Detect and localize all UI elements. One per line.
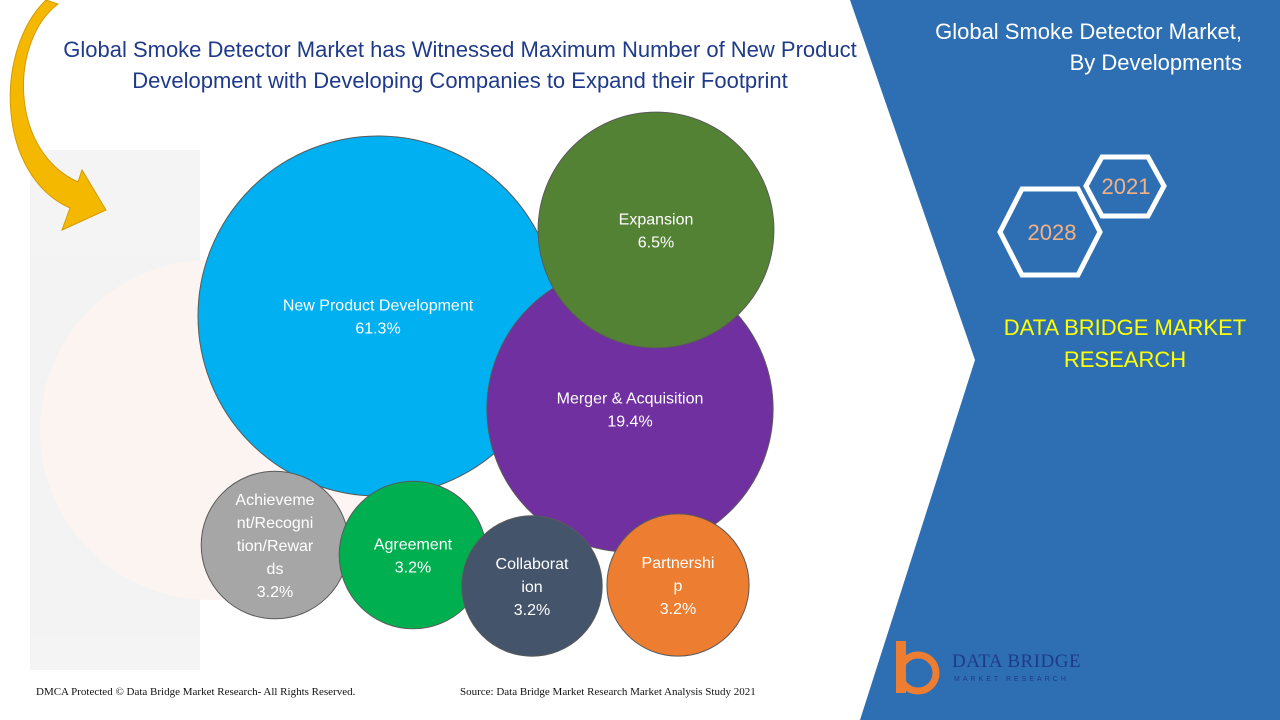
bubble-expansion <box>537 111 775 349</box>
bubble-chart: New Product Development 61.3% Merger & Acq… <box>197 111 775 657</box>
bubble-label-achievement-recognition-rewards: ds <box>267 561 284 578</box>
bubble-label-collaboration: Collaborat <box>496 556 569 573</box>
curved-arrow-icon <box>9 0 107 231</box>
source-note: Source: Data Bridge Market Research Mark… <box>460 686 756 698</box>
bubble-value-collaboration: 3.2% <box>514 602 550 619</box>
bubble-label-achievement-recognition-rewards: nt/Recogni <box>237 515 314 532</box>
bubble-value-partnership: 3.2% <box>660 601 696 618</box>
logo-name: DATA BRIDGE <box>952 651 1082 672</box>
chart-title: Global Smoke Detector Market has Witness… <box>63 37 857 93</box>
side-panel-title: Global Smoke Detector Market, By Develop… <box>862 16 1242 78</box>
logo-tagline: MARKET RESEARCH <box>954 676 1069 683</box>
bubble-label-agreement: Agreement <box>374 537 453 554</box>
side-panel-title-line1: Global Smoke Detector Market, <box>935 19 1242 44</box>
bubble-label-partnership: Partnershi <box>642 555 715 572</box>
bubble-value-expansion: 6.5% <box>638 235 674 252</box>
bubble-label-achievement-recognition-rewards: tion/Rewar <box>237 538 314 555</box>
side-panel-background <box>850 0 1280 720</box>
bubble-label-achievement-recognition-rewards: Achieveme <box>235 492 314 509</box>
brand-name: DATA BRIDGE MARKET RESEARCH <box>975 312 1275 376</box>
bubble-value-new-product-development: 61.3% <box>355 321 400 338</box>
side-panel-title-line2: By Developments <box>1069 50 1242 75</box>
bubble-label-collaboration: ion <box>521 579 542 596</box>
bubble-label-new-product-development: New Product Development <box>283 298 474 315</box>
brand-name-line1: DATA BRIDGE MARKET <box>1003 315 1247 340</box>
copyright-notice: DMCA Protected © Data Bridge Market Rese… <box>36 686 356 698</box>
bubble-label-partnership: p <box>674 578 683 595</box>
bubble-label-merger-acquisition: Merger & Acquisition <box>557 391 704 408</box>
bubble-value-merger-acquisition: 19.4% <box>607 414 652 431</box>
bubble-label-expansion: Expansion <box>619 212 694 229</box>
brand-name-line2: RESEARCH <box>1063 347 1187 372</box>
hexagon-year-start <box>1083 154 1167 219</box>
hexagon-year-end <box>997 186 1103 278</box>
bubble-value-achievement-recognition-rewards: 3.2% <box>257 584 293 601</box>
bubble-partnership <box>606 513 750 657</box>
year-start-label: 2021 <box>1102 174 1151 199</box>
year-end-label: 2028 <box>1028 220 1077 245</box>
logo-icon <box>896 641 940 695</box>
bubble-value-agreement: 3.2% <box>395 560 431 577</box>
bubble-collaboration <box>461 515 603 657</box>
